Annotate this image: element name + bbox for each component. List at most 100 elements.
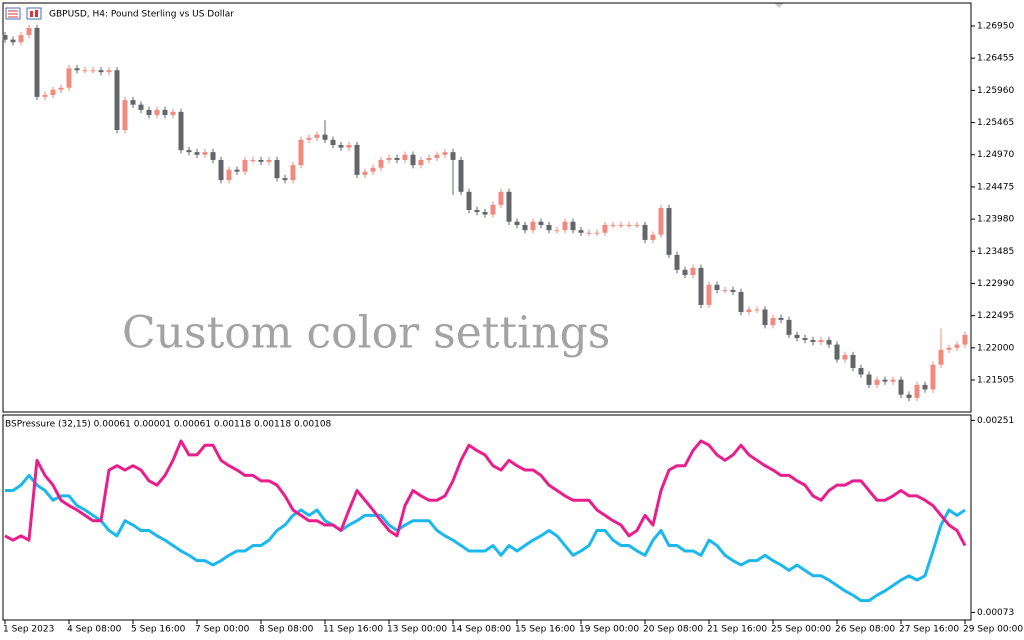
shift-marker bbox=[774, 3, 784, 8]
candle-body bbox=[554, 230, 560, 232]
panel-frame bbox=[2, 414, 972, 621]
candle-body bbox=[18, 35, 24, 43]
candle-body bbox=[434, 154, 440, 158]
candle-body bbox=[258, 159, 264, 162]
candle-body bbox=[690, 267, 696, 276]
candle-body bbox=[34, 27, 40, 97]
candle-body bbox=[810, 340, 816, 342]
y-tick-label: 1.26455 bbox=[977, 54, 1014, 64]
candle-body bbox=[450, 152, 456, 160]
x-tick-label: 13 Sep 00:00 bbox=[387, 625, 447, 635]
y-tick-label: 1.26950 bbox=[977, 22, 1014, 32]
y-tick-label: 1.22495 bbox=[977, 311, 1014, 321]
candle-body bbox=[106, 70, 112, 73]
candle-body bbox=[194, 152, 200, 155]
candle-body bbox=[714, 284, 720, 290]
y-tick-label: 1.23980 bbox=[977, 215, 1014, 225]
candle-body bbox=[698, 267, 704, 305]
candle-body bbox=[506, 191, 512, 222]
candle-body bbox=[218, 159, 224, 181]
candle-body bbox=[330, 139, 336, 145]
y-tick-label: 1.25465 bbox=[977, 118, 1014, 128]
candle-body bbox=[314, 134, 320, 138]
candle-body bbox=[362, 171, 368, 175]
candle-body bbox=[514, 221, 520, 225]
y-tick-label: 1.22990 bbox=[977, 279, 1014, 289]
candle-body bbox=[58, 87, 64, 90]
candle-body bbox=[754, 309, 760, 311]
candle-body bbox=[674, 254, 680, 270]
candle-body bbox=[634, 224, 640, 226]
candle-body bbox=[706, 284, 712, 305]
toolbar-icons bbox=[5, 7, 42, 20]
candle-body bbox=[578, 230, 584, 233]
candle-body bbox=[562, 221, 568, 231]
candle-body bbox=[618, 224, 624, 226]
icon-bar bbox=[35, 10, 38, 17]
candle-body bbox=[778, 317, 784, 320]
candle-body bbox=[466, 191, 472, 211]
candle-body bbox=[162, 109, 168, 116]
candle-body bbox=[498, 191, 504, 205]
candle-body bbox=[722, 289, 728, 291]
candle-body bbox=[138, 104, 144, 110]
candle-body bbox=[298, 139, 304, 166]
x-tick-label: 26 Sep 08:00 bbox=[835, 625, 895, 635]
candle-body bbox=[826, 340, 832, 345]
candle-body bbox=[282, 178, 288, 181]
candle-body bbox=[602, 224, 608, 233]
candle-body bbox=[546, 224, 552, 231]
panel-title: GBPUSD, H4: Pound Sterling vs US Dollar bbox=[49, 10, 234, 20]
candle-body bbox=[658, 208, 664, 235]
candle-body bbox=[250, 159, 256, 161]
candle-body bbox=[274, 159, 280, 179]
candle-body bbox=[178, 111, 184, 151]
candle-body bbox=[66, 68, 72, 88]
y-tick-label: 0.00073 bbox=[977, 608, 1014, 618]
y-tick-label: 1.24970 bbox=[977, 150, 1014, 160]
candle-body bbox=[914, 384, 920, 398]
candle-body bbox=[290, 165, 296, 181]
candle-body bbox=[322, 134, 328, 140]
x-tick-label: 21 Sep 16:00 bbox=[707, 625, 767, 635]
x-tick-label: 29 Sep 00:00 bbox=[963, 625, 1023, 635]
candle-body bbox=[410, 154, 416, 166]
candle-body bbox=[442, 152, 448, 155]
candle-body bbox=[146, 109, 152, 116]
candle-body bbox=[490, 204, 496, 215]
panel-frame bbox=[2, 2, 972, 413]
candle-body bbox=[42, 94, 48, 97]
x-tick-label: 15 Sep 16:00 bbox=[515, 625, 575, 635]
candle-body bbox=[458, 159, 464, 192]
candle-body bbox=[98, 70, 104, 73]
candle-body bbox=[738, 291, 744, 313]
icon-bar bbox=[30, 11, 33, 17]
candle-body bbox=[890, 379, 896, 382]
candle-body bbox=[242, 159, 248, 172]
candle-body bbox=[418, 159, 424, 166]
candle-body bbox=[530, 221, 536, 231]
x-tick-label: 7 Sep 00:00 bbox=[195, 625, 250, 635]
x-tick-label: 11 Sep 16:00 bbox=[323, 625, 383, 635]
candle-body bbox=[642, 224, 648, 240]
x-tick-label: 27 Sep 16:00 bbox=[899, 625, 959, 635]
candle-body bbox=[666, 208, 672, 255]
y-tick-label: 1.23485 bbox=[977, 247, 1014, 257]
icon bbox=[26, 7, 42, 20]
candle-body bbox=[210, 152, 216, 160]
x-tick-label: 25 Sep 00:00 bbox=[771, 625, 831, 635]
x-tick-label: 20 Sep 08:00 bbox=[643, 625, 703, 635]
candle-body bbox=[882, 379, 888, 382]
candle-body bbox=[930, 364, 936, 390]
candle-body bbox=[818, 340, 824, 342]
candle-body bbox=[378, 159, 384, 168]
candle-body bbox=[962, 334, 968, 345]
candle-body bbox=[730, 289, 736, 292]
candle-body bbox=[474, 210, 480, 212]
candle-body bbox=[834, 344, 840, 360]
candle-body bbox=[858, 367, 864, 375]
candle-body bbox=[586, 232, 592, 234]
candle-body bbox=[74, 68, 80, 71]
